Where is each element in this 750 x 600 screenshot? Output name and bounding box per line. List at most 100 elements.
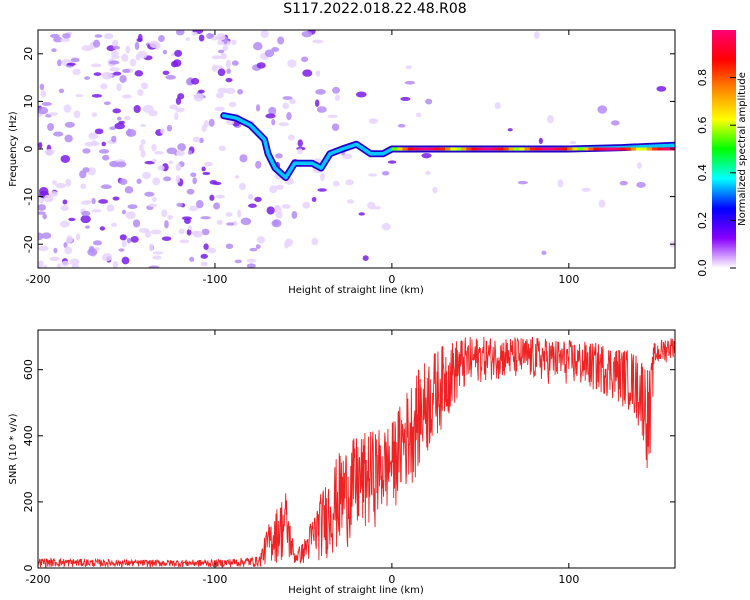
noise-blob (98, 199, 109, 204)
figure-title: S117.2022.018.22.48.R08 (283, 1, 467, 17)
noise-blob (507, 128, 513, 132)
noise-blob (192, 230, 204, 238)
noise-blob (116, 116, 122, 121)
noise-blob (123, 115, 131, 121)
noise-blob (315, 89, 326, 95)
noise-blob (291, 210, 298, 219)
x-tick-label: -100 (202, 273, 227, 286)
y-tick-label: 200 (22, 491, 35, 512)
noise-blob (144, 160, 155, 165)
noise-blob (200, 261, 208, 267)
noise-blob (38, 245, 49, 252)
carrier-segment (519, 147, 526, 151)
x-tick-label: 0 (388, 273, 395, 286)
noise-blob (186, 188, 195, 195)
carrier-segment (503, 147, 510, 151)
noise-blob (119, 178, 128, 185)
noise-blob (118, 248, 125, 252)
carrier-segment (588, 147, 595, 151)
carrier-segment (572, 147, 579, 151)
noise-blob (177, 149, 182, 156)
carrier-segment (593, 147, 600, 151)
noise-blob (149, 40, 160, 48)
noise-blob (494, 102, 501, 110)
colorbar-gradient (712, 30, 736, 268)
noise-blob (53, 131, 64, 137)
carrier-segment (529, 147, 536, 151)
noise-blob (144, 229, 151, 239)
noise-blob (144, 191, 155, 197)
noise-blob (302, 201, 311, 209)
y-tick-label: 0 (22, 146, 35, 153)
noise-blob (56, 263, 62, 268)
carrier-segment (556, 147, 563, 151)
noise-blob (209, 194, 215, 201)
noise-blob (51, 48, 57, 53)
x-tick-label: -200 (26, 273, 51, 286)
noise-blob (234, 259, 243, 264)
noise-blob (111, 39, 119, 48)
noise-blob (44, 148, 55, 156)
carrier-segment (620, 147, 627, 151)
noise-blob (62, 33, 71, 39)
noise-blob (106, 204, 115, 212)
x-tick-label: -200 (26, 573, 51, 586)
noise-blob (63, 104, 72, 113)
noise-blob (124, 186, 134, 194)
colorbar-tick-label: 0.8 (696, 69, 709, 87)
carrier-segment (540, 147, 547, 151)
noise-blob (87, 167, 97, 176)
carrier-segment (598, 147, 605, 151)
noise-blob (132, 219, 141, 228)
noise-blob (49, 33, 60, 38)
carrier-segment (625, 147, 632, 151)
noise-blob (121, 239, 127, 248)
noise-blob (190, 77, 200, 85)
noise-blob (237, 209, 242, 218)
carrier-segment (407, 147, 414, 151)
noise-blob (287, 134, 295, 141)
noise-blob (226, 222, 235, 226)
noise-blob (82, 167, 90, 173)
carrier-segment (476, 147, 483, 151)
noise-blob (656, 85, 667, 92)
noise-blob (611, 120, 620, 126)
noise-blob (397, 123, 406, 128)
noise-blob (49, 256, 60, 262)
noise-blob (198, 34, 205, 42)
noise-blob (598, 199, 606, 208)
x-tick-label: 100 (558, 273, 579, 286)
noise-blob (297, 139, 303, 147)
noise-blob (188, 205, 199, 212)
noise-blob (355, 91, 367, 98)
noise-blob (48, 112, 59, 116)
noise-blob (281, 204, 291, 209)
noise-blob (204, 161, 213, 167)
carrier-segment (434, 147, 441, 151)
noise-blob (175, 30, 185, 36)
noise-blob (278, 122, 289, 127)
noise-blob (75, 94, 84, 98)
noise-blob (55, 182, 67, 189)
noise-blob (255, 244, 261, 249)
carrier-segment (402, 147, 409, 151)
noise-blob (40, 90, 47, 98)
noise-blob (228, 101, 237, 108)
noise-blob (152, 255, 162, 260)
noise-blob (184, 218, 191, 224)
noise-blob (60, 204, 69, 212)
noise-blob (225, 212, 233, 217)
noise-blob (312, 39, 324, 44)
noise-blob (80, 183, 87, 190)
noise-blob (275, 153, 283, 159)
noise-blob (126, 128, 132, 137)
carrier-segment (471, 147, 478, 151)
noise-blob (255, 160, 262, 169)
noise-blob (187, 150, 193, 155)
noise-blob (41, 232, 52, 239)
noise-blob (206, 32, 213, 40)
noise-blob (50, 190, 59, 197)
noise-blob (60, 154, 71, 163)
noise-blob (112, 196, 120, 201)
